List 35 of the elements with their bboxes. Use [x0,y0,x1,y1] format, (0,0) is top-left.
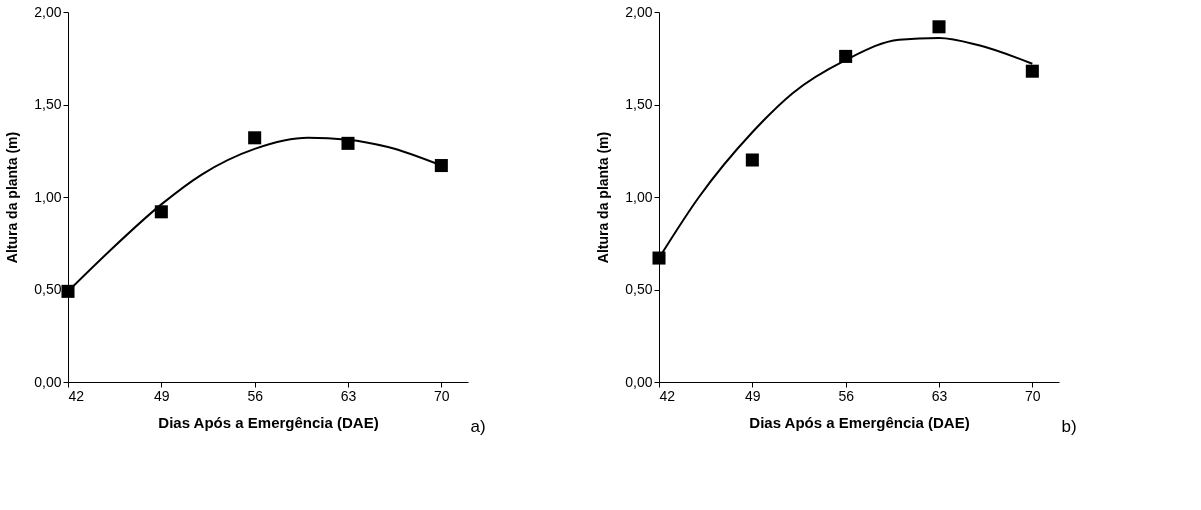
y-tick-label: 2,00 [34,3,62,20]
y-axis-title: Altura da planta (m) [595,131,612,264]
x-tick-label: 42 [68,387,85,404]
y-tick-label: 0,00 [625,373,653,390]
x-tick-label: 56 [838,387,855,404]
point [61,284,75,298]
x-axis-title: Dias Após a Emergência (DAE) [749,413,970,431]
y-tick-label: 0,50 [625,281,653,297]
y-tick-label: 1,50 [34,96,62,112]
x-tick-label: 70 [434,387,450,404]
x-tick-label: 63 [931,387,948,404]
point [341,136,355,150]
y-tick-label: 0,00 [34,373,62,390]
y-tick-label: 2,00 [625,3,653,20]
x-tick-label: 42 [659,387,676,404]
x-tick-label: 70 [1025,387,1041,404]
x-tick-label: 49 [154,387,170,404]
point [154,205,168,219]
point [932,20,946,34]
point [745,153,759,167]
text: b) [1061,417,1077,436]
x-tick-label: 49 [745,387,761,404]
x-axis-title: Dias Após a Emergência (DAE) [158,413,379,431]
y-tick-label: 1,50 [625,96,653,112]
y-axis-title: Altura da planta (m) [4,131,21,264]
y-tick-label: 0,50 [34,281,62,297]
x-tick-label: 63 [340,387,357,404]
y-tick-label: 1,00 [625,188,653,205]
text: a) [470,417,486,436]
point [652,251,666,265]
y-tick-label: 1,00 [34,188,62,205]
point [434,159,448,173]
x-tick-label: 56 [247,387,264,404]
point [248,131,262,145]
point [1025,64,1039,78]
